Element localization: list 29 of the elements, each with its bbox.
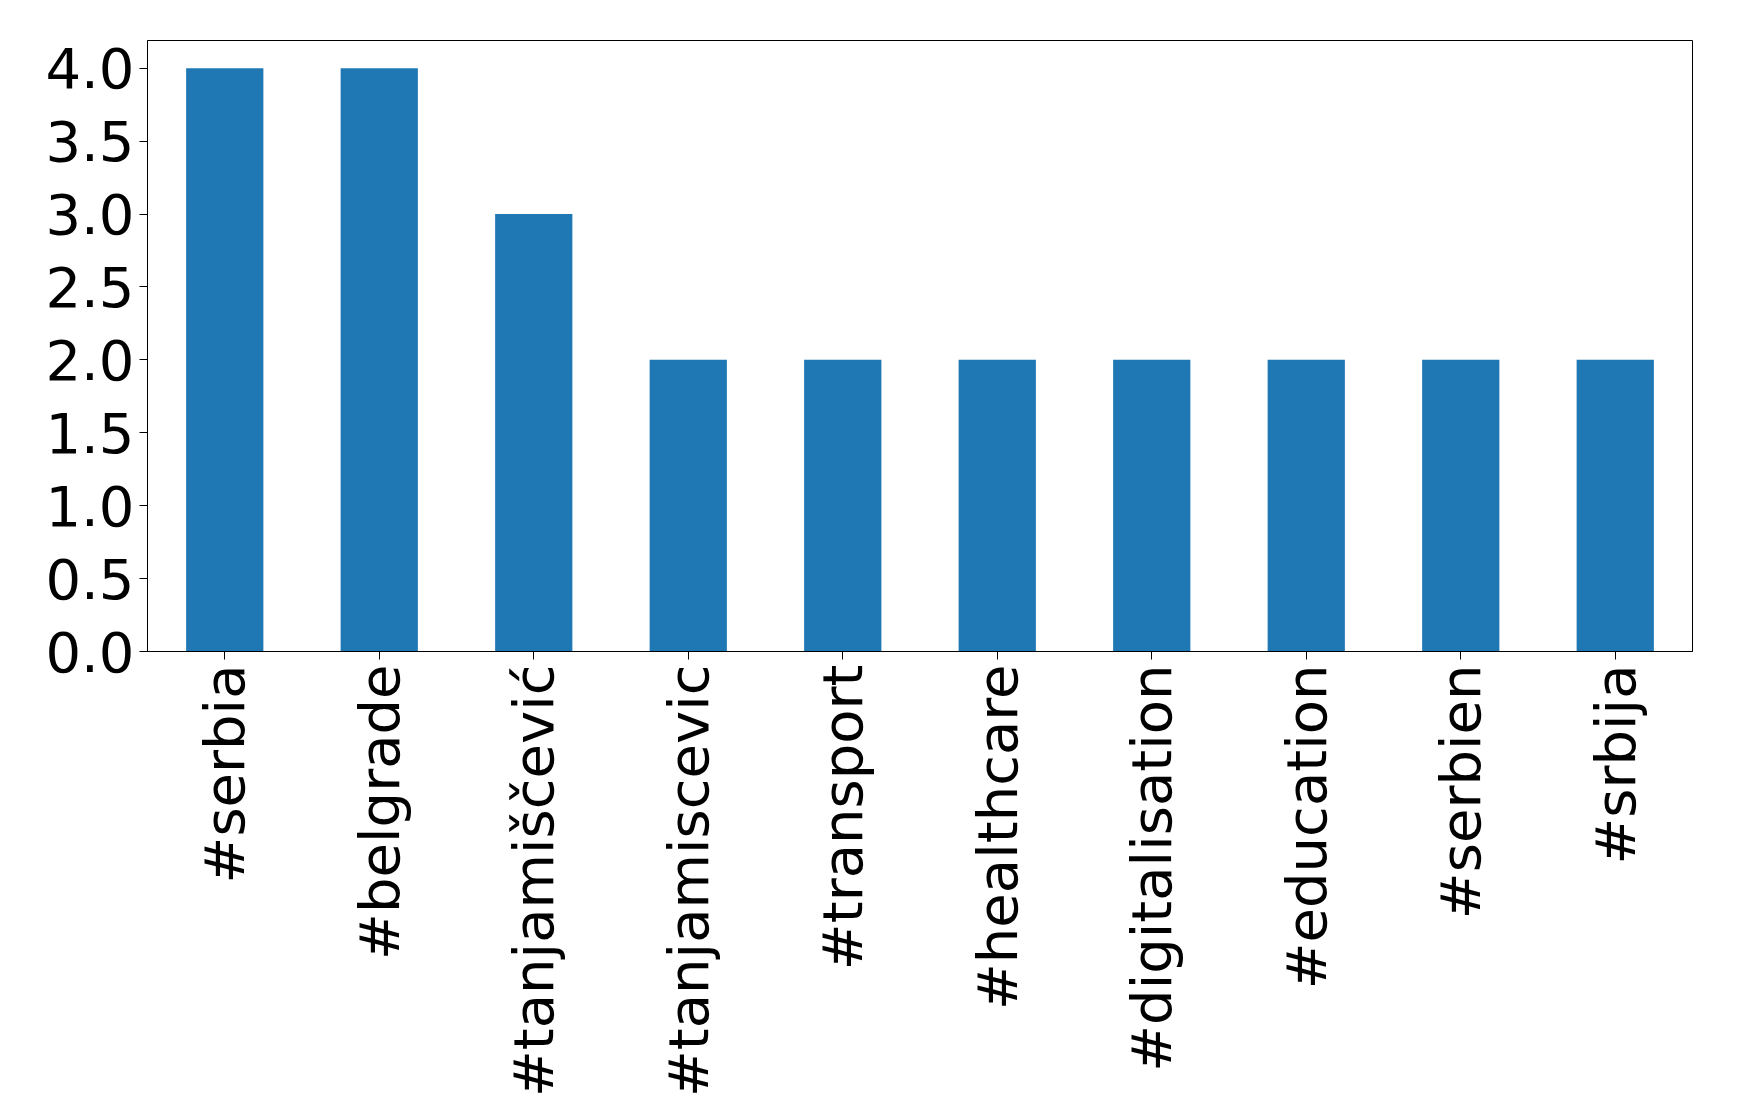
bar	[340, 68, 418, 652]
x-tick-label: #serbien	[1428, 664, 1494, 920]
x-tick-label: #serbia	[192, 664, 258, 884]
bar	[186, 68, 264, 652]
y-tick-label: 0.0	[45, 619, 135, 685]
x-tick-label: #tanjamiščević	[501, 664, 567, 1098]
x-tick-label: #tanjamiscevic	[655, 664, 721, 1098]
bar	[1113, 359, 1191, 652]
x-tick-label: #transport	[810, 664, 876, 971]
y-tick-label: 3.0	[45, 182, 135, 248]
x-tick-label: #srbija	[1582, 664, 1648, 865]
bar	[495, 214, 573, 652]
bar	[804, 359, 882, 652]
y-tick-label: 4.0	[45, 36, 135, 102]
y-tick-label: 2.5	[45, 254, 135, 320]
y-tick-label: 1.5	[45, 400, 135, 466]
y-tick-label: 1.0	[45, 473, 135, 539]
bar	[1267, 359, 1345, 652]
x-tick-label: #belgrade	[346, 664, 412, 960]
x-tick-label: #education	[1273, 664, 1339, 990]
x-tick-label: #healthcare	[964, 664, 1030, 1011]
bar	[1422, 359, 1500, 652]
bar	[649, 359, 727, 652]
y-tick-label: 3.5	[45, 109, 135, 175]
bar	[1576, 359, 1654, 652]
y-tick-label: 2.0	[45, 327, 135, 393]
bar	[958, 359, 1036, 652]
y-tick-label: 0.5	[45, 546, 135, 612]
x-tick-label: #digitalisation	[1119, 664, 1185, 1072]
